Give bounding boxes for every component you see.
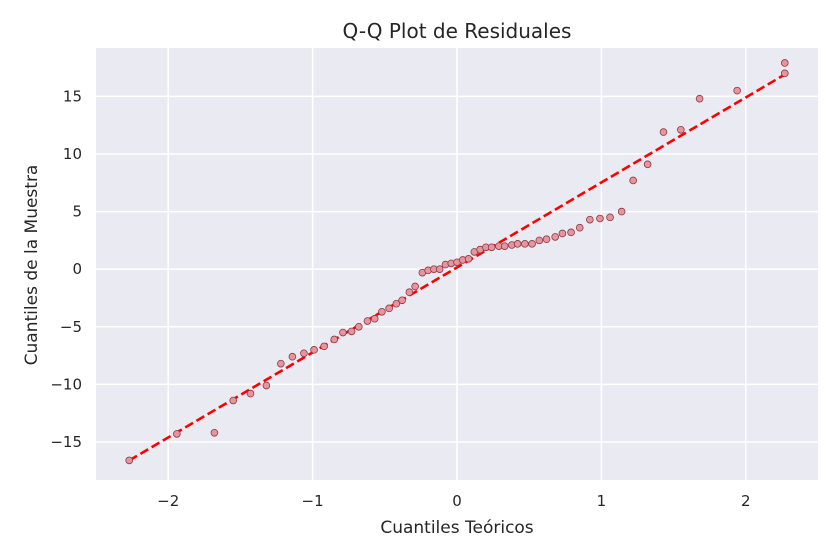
data-point xyxy=(596,214,604,223)
data-point xyxy=(347,327,356,336)
chart-title: Q-Q Plot de Residuales xyxy=(343,19,572,43)
data-point xyxy=(733,86,741,95)
x-tick-label: −2 xyxy=(157,492,179,510)
data-point xyxy=(173,430,181,438)
data-point xyxy=(464,255,473,263)
data-point xyxy=(262,381,271,390)
data-point xyxy=(125,456,134,465)
data-point xyxy=(229,396,237,405)
data-point xyxy=(695,94,704,103)
data-point xyxy=(780,69,789,78)
data-point xyxy=(339,328,347,337)
data-point xyxy=(385,304,393,313)
data-point xyxy=(659,128,668,136)
data-point xyxy=(246,389,255,398)
data-point xyxy=(629,176,637,185)
data-point xyxy=(392,299,401,308)
data-point xyxy=(521,240,529,248)
data-point xyxy=(487,243,496,252)
data-point xyxy=(378,308,386,316)
data-point xyxy=(210,428,219,437)
reference-line-layer xyxy=(128,73,786,462)
data-point xyxy=(542,235,551,244)
x-tick-label: −1 xyxy=(302,492,324,510)
data-point xyxy=(411,282,419,291)
data-point xyxy=(310,346,318,354)
data-point xyxy=(398,296,406,305)
data-point xyxy=(575,223,584,232)
x-axis-label: Cuantiles Teóricos xyxy=(380,518,533,538)
data-point xyxy=(528,240,536,248)
scatter-points xyxy=(125,59,789,465)
y-tick-label: 5 xyxy=(72,203,82,221)
data-point xyxy=(435,265,444,273)
reference-line xyxy=(128,73,786,462)
data-point xyxy=(300,349,308,358)
y-tick-label: 10 xyxy=(63,145,82,163)
data-point xyxy=(277,359,285,368)
data-point xyxy=(355,322,363,331)
data-point xyxy=(405,288,414,297)
data-point xyxy=(643,160,652,169)
y-axis-label: Cuantiles de la Muestra xyxy=(22,165,42,366)
y-tick-label: 0 xyxy=(72,260,82,278)
data-point xyxy=(606,213,614,222)
data-point xyxy=(567,228,575,237)
data-point xyxy=(677,125,685,134)
data-point xyxy=(500,242,509,250)
data-point xyxy=(551,233,559,241)
data-point xyxy=(535,236,544,245)
y-tick-label: −15 xyxy=(50,433,82,451)
data-point xyxy=(320,342,328,351)
y-tick-label: −10 xyxy=(50,375,82,393)
x-tick-label: 1 xyxy=(597,492,607,510)
y-tick-label: −5 xyxy=(60,318,82,336)
y-tick-label: 15 xyxy=(63,87,82,105)
x-tick-label: 2 xyxy=(741,492,751,510)
data-point xyxy=(330,335,339,344)
x-tick-label: 0 xyxy=(452,492,462,510)
data-point xyxy=(780,59,789,67)
data-point xyxy=(558,229,567,238)
data-point xyxy=(288,352,297,361)
data-point xyxy=(363,317,372,325)
data-point xyxy=(586,215,594,224)
data-point xyxy=(513,240,522,248)
data-point xyxy=(617,207,626,216)
data-point xyxy=(370,314,379,323)
